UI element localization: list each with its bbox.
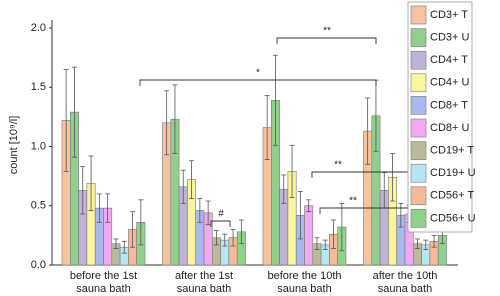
error-bar (365, 97, 371, 165)
x-tick-label: after the 10th sauna bath (373, 270, 438, 295)
error-bar (121, 240, 127, 254)
error-bar (113, 238, 119, 249)
annotation: * (256, 68, 260, 79)
error-bar (306, 199, 312, 213)
error-bar (88, 155, 94, 211)
legend-label: CD56+ T (430, 190, 474, 202)
x-tick-label-line: after the 1st (175, 270, 233, 282)
bar (304, 205, 314, 266)
error-bar (213, 230, 219, 246)
error-bar (130, 211, 136, 248)
x-tick-label-line: sauna bath (378, 283, 432, 295)
error-bar (281, 174, 287, 204)
legend-label: CD8+ U (430, 122, 469, 134)
error-bar (80, 166, 86, 215)
error-bar (423, 239, 429, 250)
error-bar (205, 200, 211, 226)
legend-label: CD19+ T (430, 145, 474, 157)
error-bar (264, 95, 270, 160)
bracket (210, 220, 231, 227)
legend-swatch (410, 163, 427, 183)
legend-swatch (410, 186, 427, 206)
y-tick-label: 1.0 (31, 140, 46, 152)
annotation: ** (323, 26, 331, 37)
error-bar (390, 153, 396, 202)
y-tick-label: 2.0 (31, 22, 46, 34)
x-tick-label-line: sauna bath (277, 283, 331, 295)
annotation: ** (334, 160, 342, 171)
error-bar (222, 233, 228, 247)
error-bar (189, 160, 195, 200)
legend-swatch (410, 28, 427, 47)
legend-swatch (410, 118, 427, 138)
x-tick-label-line: sauna bath (177, 283, 231, 295)
error-bar (414, 238, 420, 249)
legend-label: CD8+ T (430, 99, 468, 111)
bracket (139, 79, 377, 86)
error-bar (289, 144, 295, 198)
legend-label: CD4+ U (430, 77, 469, 89)
error-bar (297, 191, 303, 240)
error-bar (96, 193, 102, 223)
legend-swatch (410, 5, 427, 25)
legend-swatch (410, 96, 427, 115)
error-bar (63, 69, 69, 172)
annotation: # (218, 209, 224, 220)
x-tick-label-line: after the 10th (373, 270, 438, 282)
y-axis-label: count [10⁹/l] (8, 116, 20, 175)
error-bar (238, 219, 244, 245)
y-tick-label: 0.0 (31, 259, 46, 271)
x-tick-label-line: sauna bath (76, 283, 130, 295)
error-bar (180, 169, 186, 204)
x-tick-label: before the 10th sauna bath (267, 270, 341, 295)
error-bar (230, 229, 236, 247)
error-bar (272, 54, 278, 146)
x-tick-label-line: before the 10th (267, 270, 341, 282)
legend-label: CD56+ U (430, 212, 476, 224)
error-bar (197, 198, 203, 223)
error-bar (398, 202, 404, 228)
error-bar (172, 84, 178, 155)
error-bar (322, 239, 328, 250)
legend-label: CD3+ U (430, 32, 469, 44)
y-tick-label: 1.5 (31, 81, 46, 93)
error-bar (105, 193, 111, 223)
bracket (276, 37, 377, 44)
error-bar (331, 219, 337, 249)
annotation: * (431, 228, 435, 239)
x-tick-label-line: before the 1st (70, 270, 137, 282)
legend-swatch (410, 209, 427, 228)
legend-swatch (410, 73, 427, 93)
legend-label: CD19+ U (430, 167, 476, 179)
x-tick-label: after the 1st sauna bath (175, 270, 233, 295)
error-bar (138, 199, 144, 246)
x-tick-label: before the 1st sauna bath (70, 270, 137, 295)
error-bar (314, 237, 320, 250)
error-bar (164, 90, 170, 156)
legend-swatch (410, 50, 427, 70)
legend-swatch (410, 141, 427, 160)
legend-label: CD4+ T (430, 54, 468, 66)
error-bar (339, 202, 345, 252)
legend-label: CD3+ T (430, 9, 468, 21)
error-bar (431, 234, 437, 248)
legend: CD3+ T CD3+ U CD4+ T CD4+ U CD8+ T CD8+ U CD19… (407, 1, 476, 233)
y-tick-label: 0.5 (31, 200, 46, 212)
annotation: ** (349, 196, 357, 207)
error-bar (71, 66, 77, 158)
